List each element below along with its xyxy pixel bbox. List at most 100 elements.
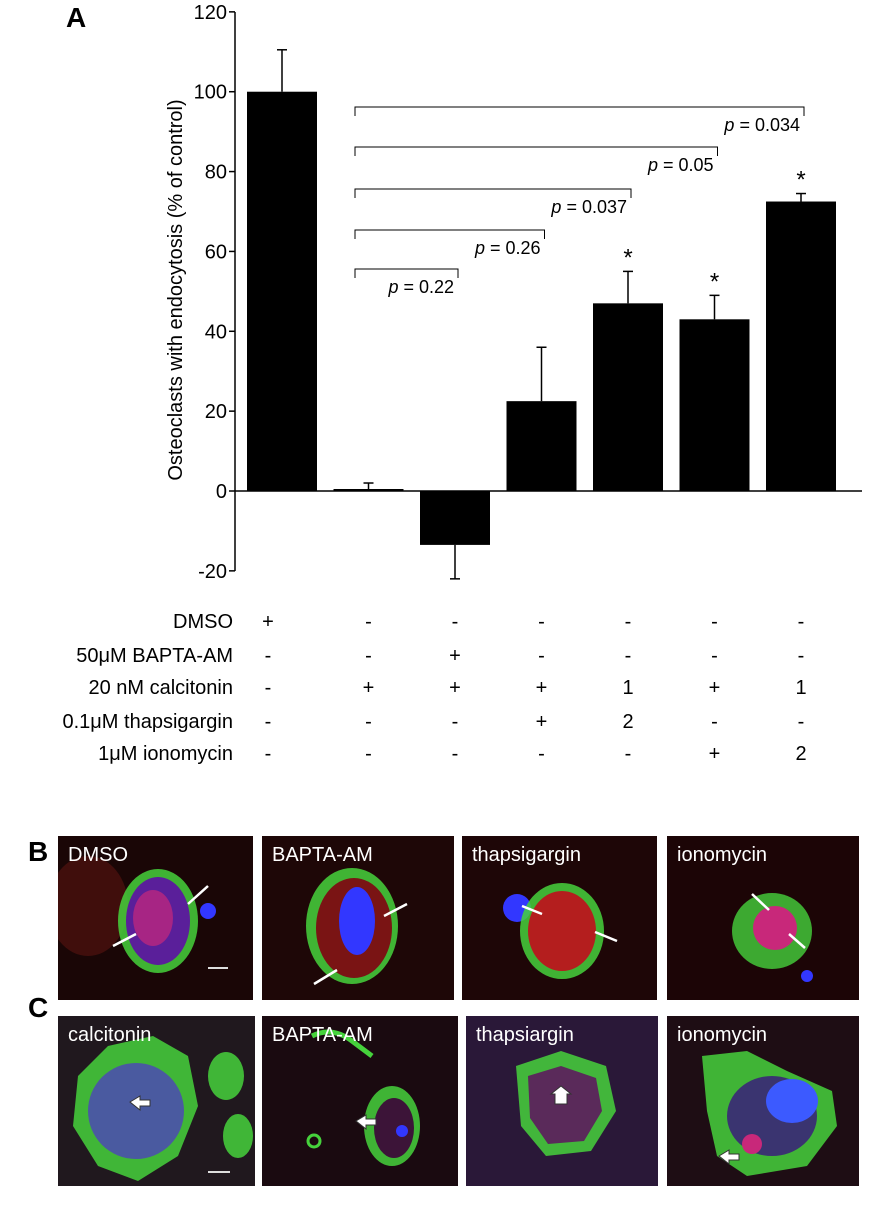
comparison-bracket (354, 146, 718, 156)
treatment-cell: - (264, 743, 272, 765)
micrograph-caption: ionomycin (677, 1024, 768, 1046)
bar (247, 91, 317, 491)
micrograph-caption: thapsigargin (472, 844, 581, 866)
comparison-bracket (354, 188, 632, 198)
treatment-cell: - (365, 611, 372, 633)
significance-marker: * (623, 244, 632, 271)
micrograph-b-1-image (58, 836, 253, 1000)
treatment-cell: - (711, 711, 718, 733)
y-tick-label: 60 (205, 241, 227, 263)
treatment-cell: - (797, 711, 805, 733)
y-tick-label: -20 (198, 561, 227, 583)
micrograph-b-3-image (462, 836, 657, 1000)
micrograph-caption: ionomycin (677, 844, 768, 866)
bar (420, 491, 490, 545)
treatment-cell: - (538, 743, 545, 765)
p-value: = 0.22 (398, 277, 454, 297)
treatment-label: 1μM ionomycin (98, 743, 233, 765)
treatment-cell: - (624, 611, 632, 633)
bar (506, 401, 577, 491)
micrograph-c-4-image (667, 1016, 859, 1186)
micrograph-caption: DMSO (68, 844, 128, 866)
micrograph-caption: BAPTA-AM (272, 1024, 373, 1046)
treatment-cell: - (264, 645, 272, 667)
treatment-cell: + (708, 677, 721, 699)
treatment-label: DMSO (173, 611, 233, 633)
comparison-bracket (354, 106, 805, 116)
micrograph-caption: thapsiargin (476, 1024, 574, 1046)
significance-marker: * (710, 268, 719, 295)
micrograph-caption: BAPTA-AM (272, 844, 373, 866)
treatment-cell: + (535, 711, 548, 733)
panel-label-a: A (66, 2, 87, 33)
bar (333, 489, 404, 492)
treatment-cell: - (451, 711, 459, 733)
micrograph-c-2-image (262, 1016, 458, 1186)
micrograph-c-4: ionomycin (667, 1016, 859, 1186)
p-symbol: p (723, 115, 734, 135)
bar (593, 303, 663, 491)
y-axis-label: Osteoclasts with endocytosis (% of contr… (165, 99, 187, 480)
micrograph-b-3: thapsigargin (462, 836, 657, 1000)
micrograph-c-1-image (58, 1016, 255, 1186)
p-symbol: p (474, 238, 485, 258)
bar (679, 319, 750, 491)
treatment-cell: - (538, 645, 545, 667)
treatment-cell: + (449, 645, 461, 667)
micrograph-b-2-image (262, 836, 454, 1000)
treatment-cell: - (365, 711, 372, 733)
p-value: = 0.037 (561, 197, 627, 217)
treatment-cell: - (711, 611, 718, 633)
treatment-cell: - (451, 743, 459, 765)
p-value-label: p = 0.05 (647, 155, 714, 175)
treatment-cell: - (365, 645, 372, 667)
treatment-cell: - (538, 611, 545, 633)
micrograph-b-4-image (667, 836, 859, 1000)
treatment-cell: + (262, 611, 274, 633)
p-symbol: p (647, 155, 658, 175)
treatment-cell: - (797, 611, 805, 633)
panel-label-b: B (28, 836, 49, 867)
y-tick-label: 80 (205, 162, 227, 184)
treatment-cell: + (362, 677, 375, 699)
treatment-cell: + (449, 677, 461, 699)
micrograph-c-1: calcitonin (58, 1016, 255, 1186)
treatment-cell: + (708, 743, 721, 765)
p-symbol: p (387, 277, 398, 297)
treatment-cell: - (451, 611, 459, 633)
micrograph-caption: calcitonin (68, 1024, 152, 1046)
treatment-label: 20 nM calcitonin (88, 677, 233, 699)
bar-chart: -20 0 20 40 60 80 100 120 Osteoclasts with endoc… (165, 2, 862, 583)
treatment-cell: 2 (622, 711, 634, 733)
y-tick-label: 20 (205, 401, 227, 423)
p-value-label: p = 0.26 (474, 238, 541, 258)
treatment-cell: - (264, 711, 272, 733)
treatment-cell: 1 (795, 677, 807, 699)
comparison-bracket (354, 268, 459, 278)
treatment-cell: - (624, 645, 632, 667)
treatment-label: 50μM BAPTA-AM (76, 645, 233, 667)
y-tick-label: 120 (194, 2, 227, 24)
p-symbol: p (550, 197, 561, 217)
micrograph-c-3-image (466, 1016, 658, 1186)
micrograph-b-2: BAPTA-AM (262, 836, 454, 1000)
p-value: = 0.26 (485, 238, 541, 258)
treatment-cell: 2 (795, 743, 807, 765)
micrograph-c-3: thapsiargin (466, 1016, 658, 1186)
micrograph-c-2: BAPTA-AM (262, 1016, 458, 1186)
y-tick-label: 0 (216, 481, 227, 503)
comparison-bracket (354, 229, 545, 239)
micrograph-b-1: DMSO (58, 836, 253, 1000)
treatment-cell: 1 (622, 677, 634, 699)
treatment-label: 0.1μM thapsigargin (62, 711, 233, 733)
treatment-cell: - (797, 645, 805, 667)
treatment-cell: - (711, 645, 718, 667)
y-tick-label: 40 (205, 321, 227, 343)
micrograph-b-4: ionomycin (667, 836, 859, 1000)
treatment-cell: + (535, 677, 548, 699)
significance-marker: * (796, 167, 805, 194)
p-value-label: p = 0.22 (387, 277, 454, 297)
panel-label-c: C (28, 992, 49, 1023)
treatment-cell: - (624, 743, 632, 765)
